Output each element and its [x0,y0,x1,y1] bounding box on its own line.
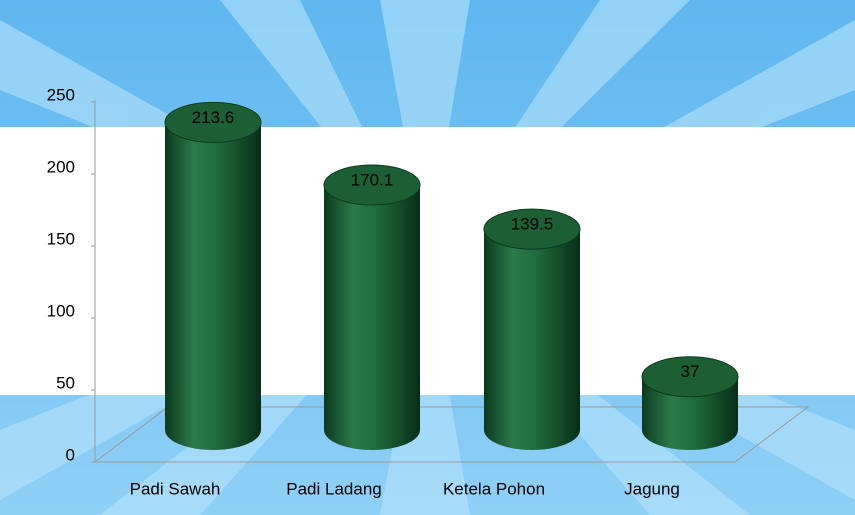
y-tick-label: 100 [47,301,75,320]
x-tick-label: Padi Sawah [130,479,221,498]
bar [165,122,261,450]
x-tick-label: Padi Ladang [286,479,381,498]
y-tick-label: 200 [47,157,75,176]
x-tick-label: Jagung [624,479,680,498]
value-label: 37 [681,362,700,381]
bar-top [483,208,581,250]
bar [324,185,420,450]
plot-frame [93,100,810,463]
value-label: 213.6 [192,108,235,127]
value-label: 139.5 [511,215,554,234]
bar-top [323,164,421,206]
bar [484,229,580,450]
bar [642,376,738,450]
value-label: 170.1 [351,171,394,190]
bar-top [641,356,739,398]
y-tick-label: 50 [56,373,75,392]
x-tick-label: Ketela Pohon [443,479,545,498]
y-tick-label: 150 [47,229,75,248]
bar-top [164,101,262,143]
y-tick-label: 0 [66,445,75,464]
y-tick-label: 250 [47,85,75,104]
